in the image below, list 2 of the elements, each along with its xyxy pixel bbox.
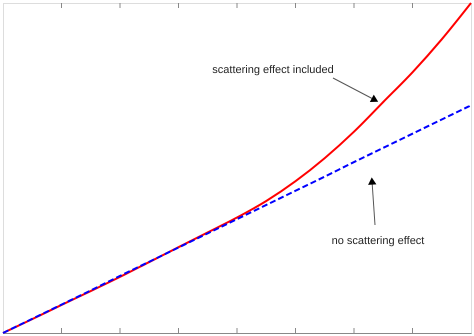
annotation: scattering effect included (212, 64, 334, 76)
annotation: no scattering effect (332, 235, 424, 247)
